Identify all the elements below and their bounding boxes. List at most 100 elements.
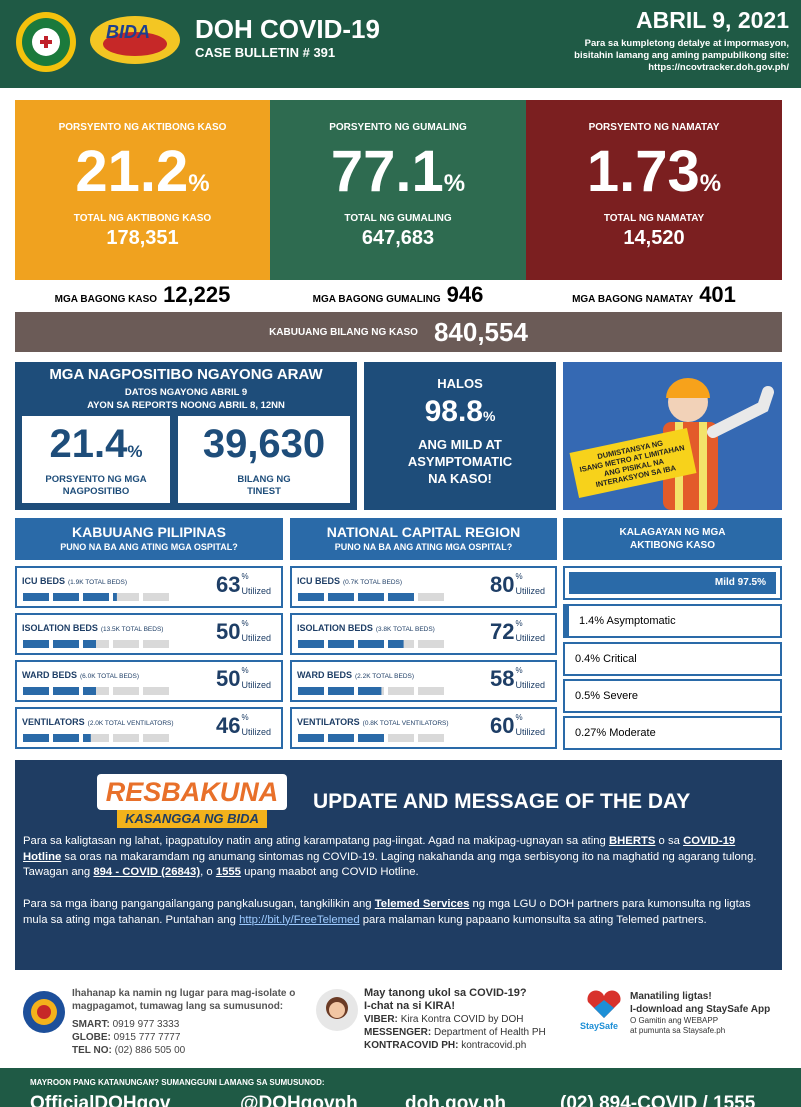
hospital-header: KABUUANG PILIPINAS PUNO NA BA ANG ATING M…	[15, 518, 283, 560]
bar-fill	[83, 687, 96, 695]
row-name: ICU BEDS	[22, 576, 66, 586]
contact-line: GLOBE: 0915 777 7777	[72, 1031, 312, 1044]
utilized-side: % Utilized	[241, 619, 271, 643]
new-cases: MGA BAGONG KASO 12,225	[15, 282, 270, 310]
utilized-value: 63	[216, 572, 241, 597]
bar-slot	[113, 640, 139, 648]
bar-fill	[388, 593, 414, 601]
kira-line: I-chat na si KIRA!	[364, 1000, 456, 1012]
bar-fill	[53, 687, 79, 695]
utilized-label: Utilized	[241, 727, 271, 737]
value: 21.2	[75, 139, 189, 204]
contact-line: SMART: 0919 977 3333	[72, 1018, 312, 1031]
mild-panel: HALOS 98.8% ANG MILD AT ASYMPTOMATIC NA …	[364, 362, 556, 510]
percent-sign: %	[241, 572, 249, 581]
bar-slot	[418, 734, 444, 742]
facebook[interactable]: OfficialDOHgov	[30, 1093, 171, 1107]
stat-percent: 77.1%	[270, 138, 526, 205]
utilized-side: % Utilized	[241, 666, 271, 690]
positives-panel: MGA NAGPOSITIBO NGAYONG ARAW DATOS NGAYO…	[15, 362, 357, 510]
bar-fill	[358, 640, 384, 648]
contact-value: Kira Kontra COVID by DOH	[400, 1014, 524, 1025]
utilized: 50% Utilized	[216, 619, 271, 645]
link: http://bit.ly/FreeTelemed	[239, 913, 360, 926]
message-panel: RESBAKUNA KASANGGA NG BIDA UPDATE AND ME…	[15, 760, 782, 970]
title: DOH COVID-19	[195, 14, 380, 44]
hospital-row: VENTILATORS (2.0K TOTAL VENTILATORS) 46% Ut…	[15, 707, 283, 749]
utilization-bar	[298, 593, 444, 601]
percent-sign: %	[241, 713, 249, 722]
percent-sign: %	[241, 619, 249, 628]
bar-fill	[113, 593, 117, 601]
row-label: ICU BEDS (0.7K TOTAL BEDS)	[297, 571, 402, 589]
kira-line: May tanong ukol sa COVID-19?	[364, 987, 527, 999]
total-value: 647,683	[361, 227, 435, 249]
utilized-label: Utilized	[241, 633, 271, 643]
bar-fill	[83, 734, 91, 742]
utilization-bar	[23, 640, 169, 648]
utilization-bar	[298, 734, 444, 742]
date: ABRIL 9, 2021	[636, 7, 789, 33]
utilized-label: Utilized	[515, 727, 545, 737]
positives-title: MGA NAGPOSITIBO NGAYONG ARAW	[49, 366, 323, 383]
contact-label: KONTRACOVID PH:	[364, 1040, 459, 1051]
kira-avatar	[316, 989, 358, 1031]
value: 1.73	[586, 139, 700, 204]
row-total: (6.0K TOTAL BEDS)	[80, 673, 140, 680]
bar-fill	[83, 640, 96, 648]
utilized-label: Utilized	[515, 586, 545, 596]
contact-value: kontracovid.ph	[461, 1040, 527, 1051]
resbakuna-bottom: KASANGGA NG BIDA	[117, 810, 267, 828]
row-total: (3.8K TOTAL BEDS)	[375, 626, 435, 633]
bar-fill	[53, 640, 79, 648]
note-line: bisitahin lamang ang aming pampublikong …	[574, 50, 789, 61]
bar-fill	[298, 687, 324, 695]
staysafe-icon	[587, 990, 621, 1018]
bar-slot	[113, 734, 139, 742]
utilized-side: % Utilized	[515, 572, 545, 596]
row-total: (0.8K TOTAL VENTILATORS)	[362, 720, 449, 727]
utilized-value: 72	[490, 619, 515, 644]
bida-logo-text: BIDA	[106, 22, 150, 42]
bar-slot	[143, 640, 169, 648]
hospital-column: NATIONAL CAPITAL REGION PUNO NA BA ANG AT…	[290, 518, 557, 750]
total-cases-bar: KABUUANG BILANG NG KASO 840,554	[15, 312, 782, 352]
message-paragraph: Para sa mga ibang pangangailangang pangk…	[23, 897, 773, 928]
bar-slot	[113, 687, 139, 695]
total-value: 14,520	[623, 227, 685, 249]
staysafe-line: I-download ang StaySafe App	[630, 1004, 771, 1015]
bar-slot	[418, 687, 444, 695]
utilized-value: 50	[216, 666, 241, 691]
row-name: ISOLATION BEDS	[297, 623, 373, 633]
bar-fill	[23, 640, 49, 648]
bar-fill	[328, 734, 354, 742]
contact-line: MESSENGER: Department of Health PH	[364, 1026, 579, 1039]
tested-box: 39,630 BILANG NG TINEST	[178, 416, 350, 503]
contact-line: KONTRACOVID PH: kontracovid.ph	[364, 1039, 579, 1052]
bulletin-number: CASE BULLETIN # 391	[195, 45, 336, 60]
website[interactable]: doh.gov.ph	[405, 1093, 506, 1107]
twitter[interactable]: @DOHgovph	[240, 1093, 358, 1107]
rate-box: 21.4% PORSYENTO NG MGA NAGPOSITIBO	[22, 416, 170, 503]
row-label: VENTILATORS (0.8K TOTAL VENTILATORS)	[297, 712, 449, 730]
new-value: 12,225	[163, 282, 231, 307]
hospital-title: NATIONAL CAPITAL REGION	[326, 524, 521, 540]
new-value: 946	[446, 282, 484, 307]
bar-slot	[388, 734, 414, 742]
emphasis: Telemed Services	[374, 898, 470, 910]
total-cases-label: KABUUANG BILANG NG KASO	[269, 326, 418, 338]
active-box: PORSYENTO NG AKTIBONG KASO 21.2% TOTAL N…	[15, 100, 270, 280]
hospital-row: VENTILATORS (0.8K TOTAL VENTILATORS) 60% Ut…	[290, 707, 557, 749]
emphasis: COVID-19 Hotline	[23, 835, 736, 863]
stat-label: PORSYENTO NG AKTIBONG KASO	[58, 122, 227, 133]
bar-slot	[113, 593, 139, 601]
text-run: para malaman kung papaano kumonsulta sa …	[359, 913, 707, 926]
mild-line: NA KASO!	[428, 471, 492, 486]
hotline[interactable]: (02) 894-COVID / 1555	[560, 1093, 756, 1107]
row-total: (1.9K TOTAL BEDS)	[68, 579, 128, 586]
contact-value: (02) 886 505 00	[114, 1045, 186, 1056]
text-run: , o	[200, 866, 216, 878]
bar-fill	[358, 734, 384, 742]
row-name: ISOLATION BEDS	[22, 623, 98, 633]
status-item: Mild 97.5%	[563, 566, 782, 600]
